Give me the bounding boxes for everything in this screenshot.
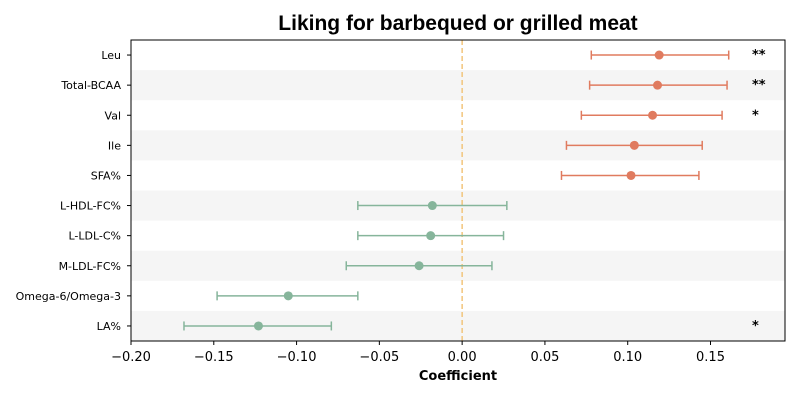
point-estimate — [427, 201, 437, 211]
x-tick-label: −0.15 — [194, 350, 234, 365]
point-estimate — [414, 261, 424, 271]
plot-frame — [130, 39, 786, 342]
y-tick-label: SFA% — [91, 169, 121, 182]
point-estimate — [626, 170, 636, 180]
point-estimate — [654, 50, 664, 60]
y-tick-label: Ile — [108, 139, 121, 152]
chart-marks — [183, 50, 730, 331]
x-tick-labels: −0.20 −0.15 −0.10 −0.05 0.00 0.05 0.10 0.15 — [111, 350, 725, 365]
y-tick-label: M-LDL-FC% — [59, 260, 121, 273]
x-tick-label: 0.05 — [530, 350, 559, 365]
point-estimate — [426, 231, 436, 241]
significance-marker: ** — [752, 48, 766, 63]
x-tick-label: 0.00 — [448, 350, 477, 365]
y-tick-label: Omega-6/Omega-3 — [16, 290, 121, 303]
point-estimate — [629, 140, 639, 150]
significance-markers: ****** — [752, 48, 766, 334]
chart-title: Liking for barbequed or grilled meat — [278, 12, 637, 35]
y-tick-label: Total-BCAA — [60, 79, 121, 92]
point-estimate — [283, 291, 293, 301]
point-estimate — [253, 321, 263, 331]
y-tick-label: Leu — [101, 49, 121, 62]
x-tick-label: 0.10 — [613, 350, 642, 365]
significance-marker: * — [752, 108, 759, 123]
x-tick-label: −0.05 — [359, 350, 399, 365]
y-tick-label: Val — [105, 109, 121, 122]
x-tick-label: −0.10 — [277, 350, 317, 365]
x-tick-label: −0.20 — [111, 350, 151, 365]
y-tick-label: L-HDL-FC% — [60, 200, 121, 213]
y-tick-label: L-LDL-C% — [68, 230, 121, 243]
significance-marker: * — [752, 319, 759, 334]
point-estimate — [653, 80, 663, 90]
x-tick-label: 0.15 — [696, 350, 725, 365]
plot-axes — [127, 39, 786, 345]
significance-marker: ** — [752, 78, 766, 93]
y-tick-label: LA% — [97, 320, 121, 333]
x-axis-label: Coefficient — [419, 369, 497, 384]
y-tick-labels: Leu Total-BCAA Val Ile SFA% L-HDL-FC% L-LDL-C%… — [16, 49, 122, 333]
point-estimate — [648, 110, 658, 120]
